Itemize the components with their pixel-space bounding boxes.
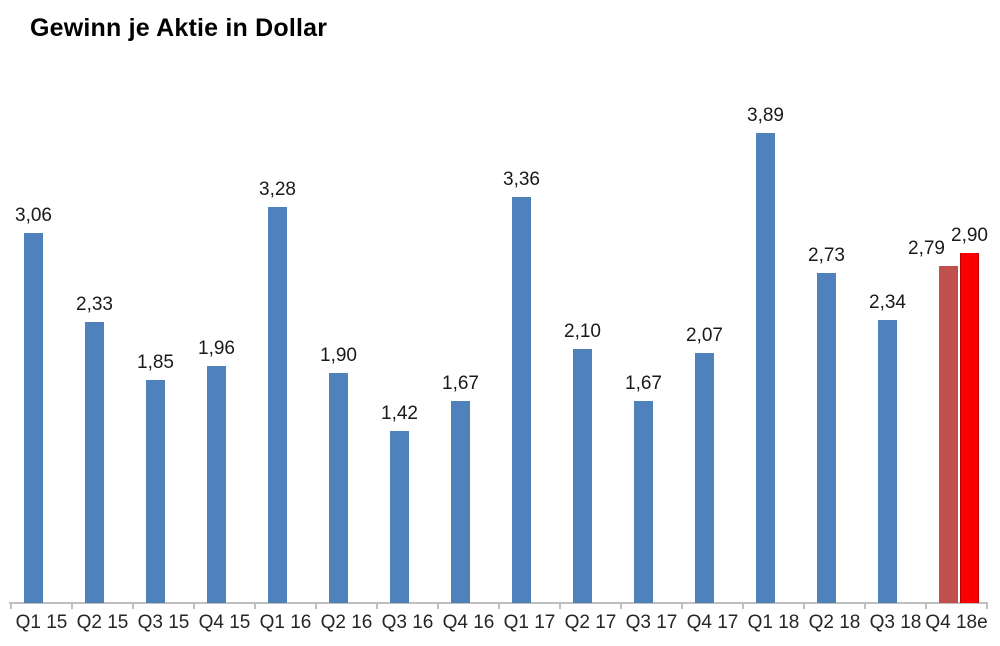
bar-value-label-q3-17: 1,67: [625, 373, 662, 394]
x-axis-label-q3-16: Q3 16: [381, 612, 434, 633]
bar-q4-16: [451, 401, 470, 603]
x-axis-tick: [742, 602, 744, 609]
bar-q4-18e-s1: [960, 253, 979, 603]
bar-value-label-q2-18: 2,73: [808, 245, 845, 266]
x-axis-label-q4-18e: Q4 18e: [925, 612, 988, 633]
x-axis-label-q1-15: Q1 15: [15, 612, 68, 633]
x-axis-label-q2-17: Q2 17: [564, 612, 617, 633]
bar-value-label-q2-15: 2,33: [76, 294, 113, 315]
bar-value-label-q4-17: 2,07: [686, 325, 723, 346]
x-axis-tick: [132, 602, 134, 609]
x-axis-tick: [681, 602, 683, 609]
x-axis-label-q3-15: Q3 15: [137, 612, 190, 633]
bar-q3-17: [634, 401, 653, 603]
bar-value-label-q4-18e-s0: 2,79: [908, 238, 945, 259]
bar-q1-17: [512, 197, 531, 603]
bar-value-label-q1-15: 3,06: [15, 205, 52, 226]
bar-value-label-q3-18: 2,34: [869, 292, 906, 313]
x-axis-tick: [254, 602, 256, 609]
x-axis-label-q3-17: Q3 17: [625, 612, 678, 633]
x-axis-tick: [803, 602, 805, 609]
x-axis-label-q4-16: Q4 16: [442, 612, 495, 633]
bar-value-label-q3-15: 1,85: [137, 352, 174, 373]
x-axis-label-q1-16: Q1 16: [259, 612, 312, 633]
x-axis-label-q4-17: Q4 17: [686, 612, 739, 633]
x-axis-tick: [193, 602, 195, 609]
bar-q4-15: [207, 366, 226, 603]
bar-q4-18e-s0: [939, 266, 958, 603]
x-axis-tick: [498, 602, 500, 609]
x-axis-tick: [315, 602, 317, 609]
bar-value-label-q2-16: 1,90: [320, 345, 357, 366]
x-axis-tick: [559, 602, 561, 609]
x-axis-tick: [986, 602, 988, 609]
bar-q2-16: [329, 373, 348, 603]
x-axis-label-q2-18: Q2 18: [808, 612, 861, 633]
x-axis-tick: [71, 602, 73, 609]
bar-q1-15: [24, 233, 43, 603]
x-axis-label-q1-17: Q1 17: [503, 612, 556, 633]
bar-q4-17: [695, 353, 714, 603]
x-axis-tick: [864, 602, 866, 609]
x-axis-label-q1-18: Q1 18: [747, 612, 800, 633]
x-axis-tick: [925, 602, 927, 609]
bar-value-label-q4-18e-s1: 2,90: [951, 225, 988, 246]
bar-value-label-q4-16: 1,67: [442, 373, 479, 394]
bar-q1-16: [268, 207, 287, 603]
bar-q2-15: [85, 322, 104, 603]
bar-q2-17: [573, 349, 592, 603]
bar-value-label-q1-17: 3,36: [503, 169, 540, 190]
x-axis-label-q3-18: Q3 18: [869, 612, 922, 633]
x-axis-tick: [10, 602, 12, 609]
chart-title: Gewinn je Aktie in Dollar: [30, 14, 328, 42]
x-axis-tick: [376, 602, 378, 609]
x-axis-label-q2-15: Q2 15: [76, 612, 129, 633]
x-axis-label-q4-15: Q4 15: [198, 612, 251, 633]
bar-q1-18: [756, 133, 775, 603]
bar-q3-16: [390, 431, 409, 603]
x-axis-label-q2-16: Q2 16: [320, 612, 373, 633]
bar-q3-18: [878, 320, 897, 603]
bar-value-label-q3-16: 1,42: [381, 403, 418, 424]
x-axis-tick: [620, 602, 622, 609]
bar-value-label-q1-18: 3,89: [747, 105, 784, 126]
bar-value-label-q2-17: 2,10: [564, 321, 601, 342]
bar-q3-15: [146, 380, 165, 603]
bar-value-label-q4-15: 1,96: [198, 338, 235, 359]
x-axis-tick: [437, 602, 439, 609]
bar-q2-18: [817, 273, 836, 603]
bar-value-label-q1-16: 3,28: [259, 179, 296, 200]
